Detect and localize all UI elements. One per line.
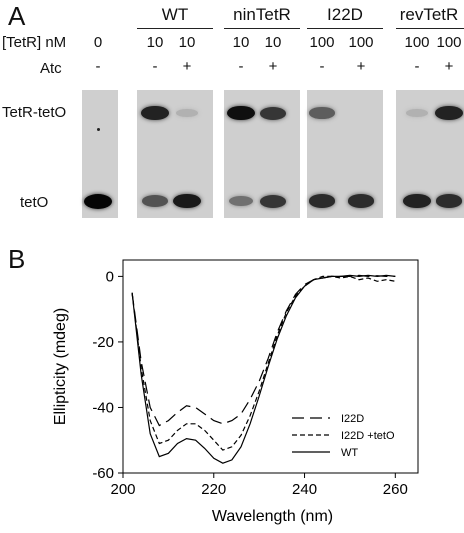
lane-9-concentration: 100 (436, 34, 462, 51)
group-label-i22d: I22D (327, 5, 363, 24)
gel-band-lane-6-free (308, 194, 336, 208)
gel-band-lane-3-complex (175, 109, 199, 117)
lane-6-concentration: 100 (309, 34, 335, 51)
panel-a-letter: A (8, 1, 26, 31)
gel-band-lane-2-complex (141, 106, 169, 120)
gel-band-lane-4-complex (227, 105, 255, 121)
lane-4-atc: - (238, 58, 244, 75)
legend-label-1: I22D (341, 413, 364, 425)
lane-5-atc: + (268, 58, 278, 75)
gel-band-lane-3-free (173, 193, 201, 209)
y-tick-label--40: -40 (92, 399, 114, 416)
group-underline-revtetr (396, 28, 464, 29)
gel-band-lane-8-complex (405, 109, 429, 117)
cd-spectrum-chart: 200 220 240 260 0 -20 -40 -60 Wavelength (nm) Ell… (52, 259, 419, 525)
group-underline-wt (137, 28, 213, 29)
lane-1-atc: - (95, 58, 101, 75)
lane-4-concentration: 10 (232, 34, 250, 51)
gel-band-lane-6-complex (309, 107, 335, 119)
gel-band-lane-9-complex (435, 106, 463, 120)
lane-1-concentration: 0 (93, 34, 103, 51)
x-tick-label-260: 260 (383, 481, 408, 498)
x-axis-label: Wavelength (nm) (212, 508, 333, 525)
series-line-1 (131, 274, 396, 427)
y-tick-label-0: 0 (106, 268, 114, 285)
gel-band-lane-4-free (228, 195, 254, 207)
lane-7-concentration: 100 (348, 34, 374, 51)
lane-2-concentration: 10 (146, 34, 164, 51)
x-tick-label-240: 240 (292, 481, 317, 498)
lane-9-atc: + (444, 58, 454, 75)
band-label-complex: TetR-tetO (2, 104, 67, 121)
gel-speck (97, 128, 100, 131)
group-label-revtetr: revTetR (399, 5, 459, 24)
gel-band-lane-2-free (142, 195, 168, 207)
panel-b-letter: B (8, 244, 26, 274)
gel-band-lane-5-complex (259, 106, 287, 120)
band-label-free: tetO (20, 194, 49, 211)
gel-band-lane-8-free (403, 194, 431, 208)
plot-frame (122, 259, 419, 474)
lane-6-atc: - (319, 58, 325, 75)
series-line-3 (131, 274, 396, 464)
legend-label-3: WT (341, 447, 358, 459)
lane-2-atc: - (152, 58, 158, 75)
group-underline-nintetr (224, 28, 300, 29)
lane-3-atc: + (182, 58, 192, 75)
y-tick-label--20: -20 (92, 334, 114, 351)
x-tick-label-200: 200 (110, 481, 135, 498)
gel-band-lane-5-free (259, 194, 287, 208)
lane-7-atc: + (356, 58, 366, 75)
lane-5-concentration: 10 (264, 34, 282, 51)
group-underline-i22d (307, 28, 383, 29)
legend-label-2: I22D +tetO (341, 430, 395, 442)
group-label-nintetr: ninTetR (233, 5, 291, 24)
series-line-2 (131, 275, 396, 451)
gel-band-lane-1-free (84, 193, 112, 209)
gel-band-lane-9-free (435, 194, 463, 208)
atc-row-label: Atc (40, 60, 62, 77)
y-tick-label--60: -60 (92, 465, 114, 482)
gel-band-lane-7-free (347, 194, 375, 208)
concentration-row-label: [TetR] nM (2, 34, 67, 51)
group-label-wt: WT (161, 5, 189, 24)
lane-8-atc: - (414, 58, 420, 75)
x-tick-label-220: 220 (201, 481, 226, 498)
lane-3-concentration: 10 (178, 34, 196, 51)
lane-8-concentration: 100 (404, 34, 430, 51)
y-axis-label: Ellipticity (mdeg) (52, 308, 69, 425)
plot-area: 200 220 240 260 0 -20 -40 -60 Wavelength (nm) Ell… (52, 259, 419, 525)
